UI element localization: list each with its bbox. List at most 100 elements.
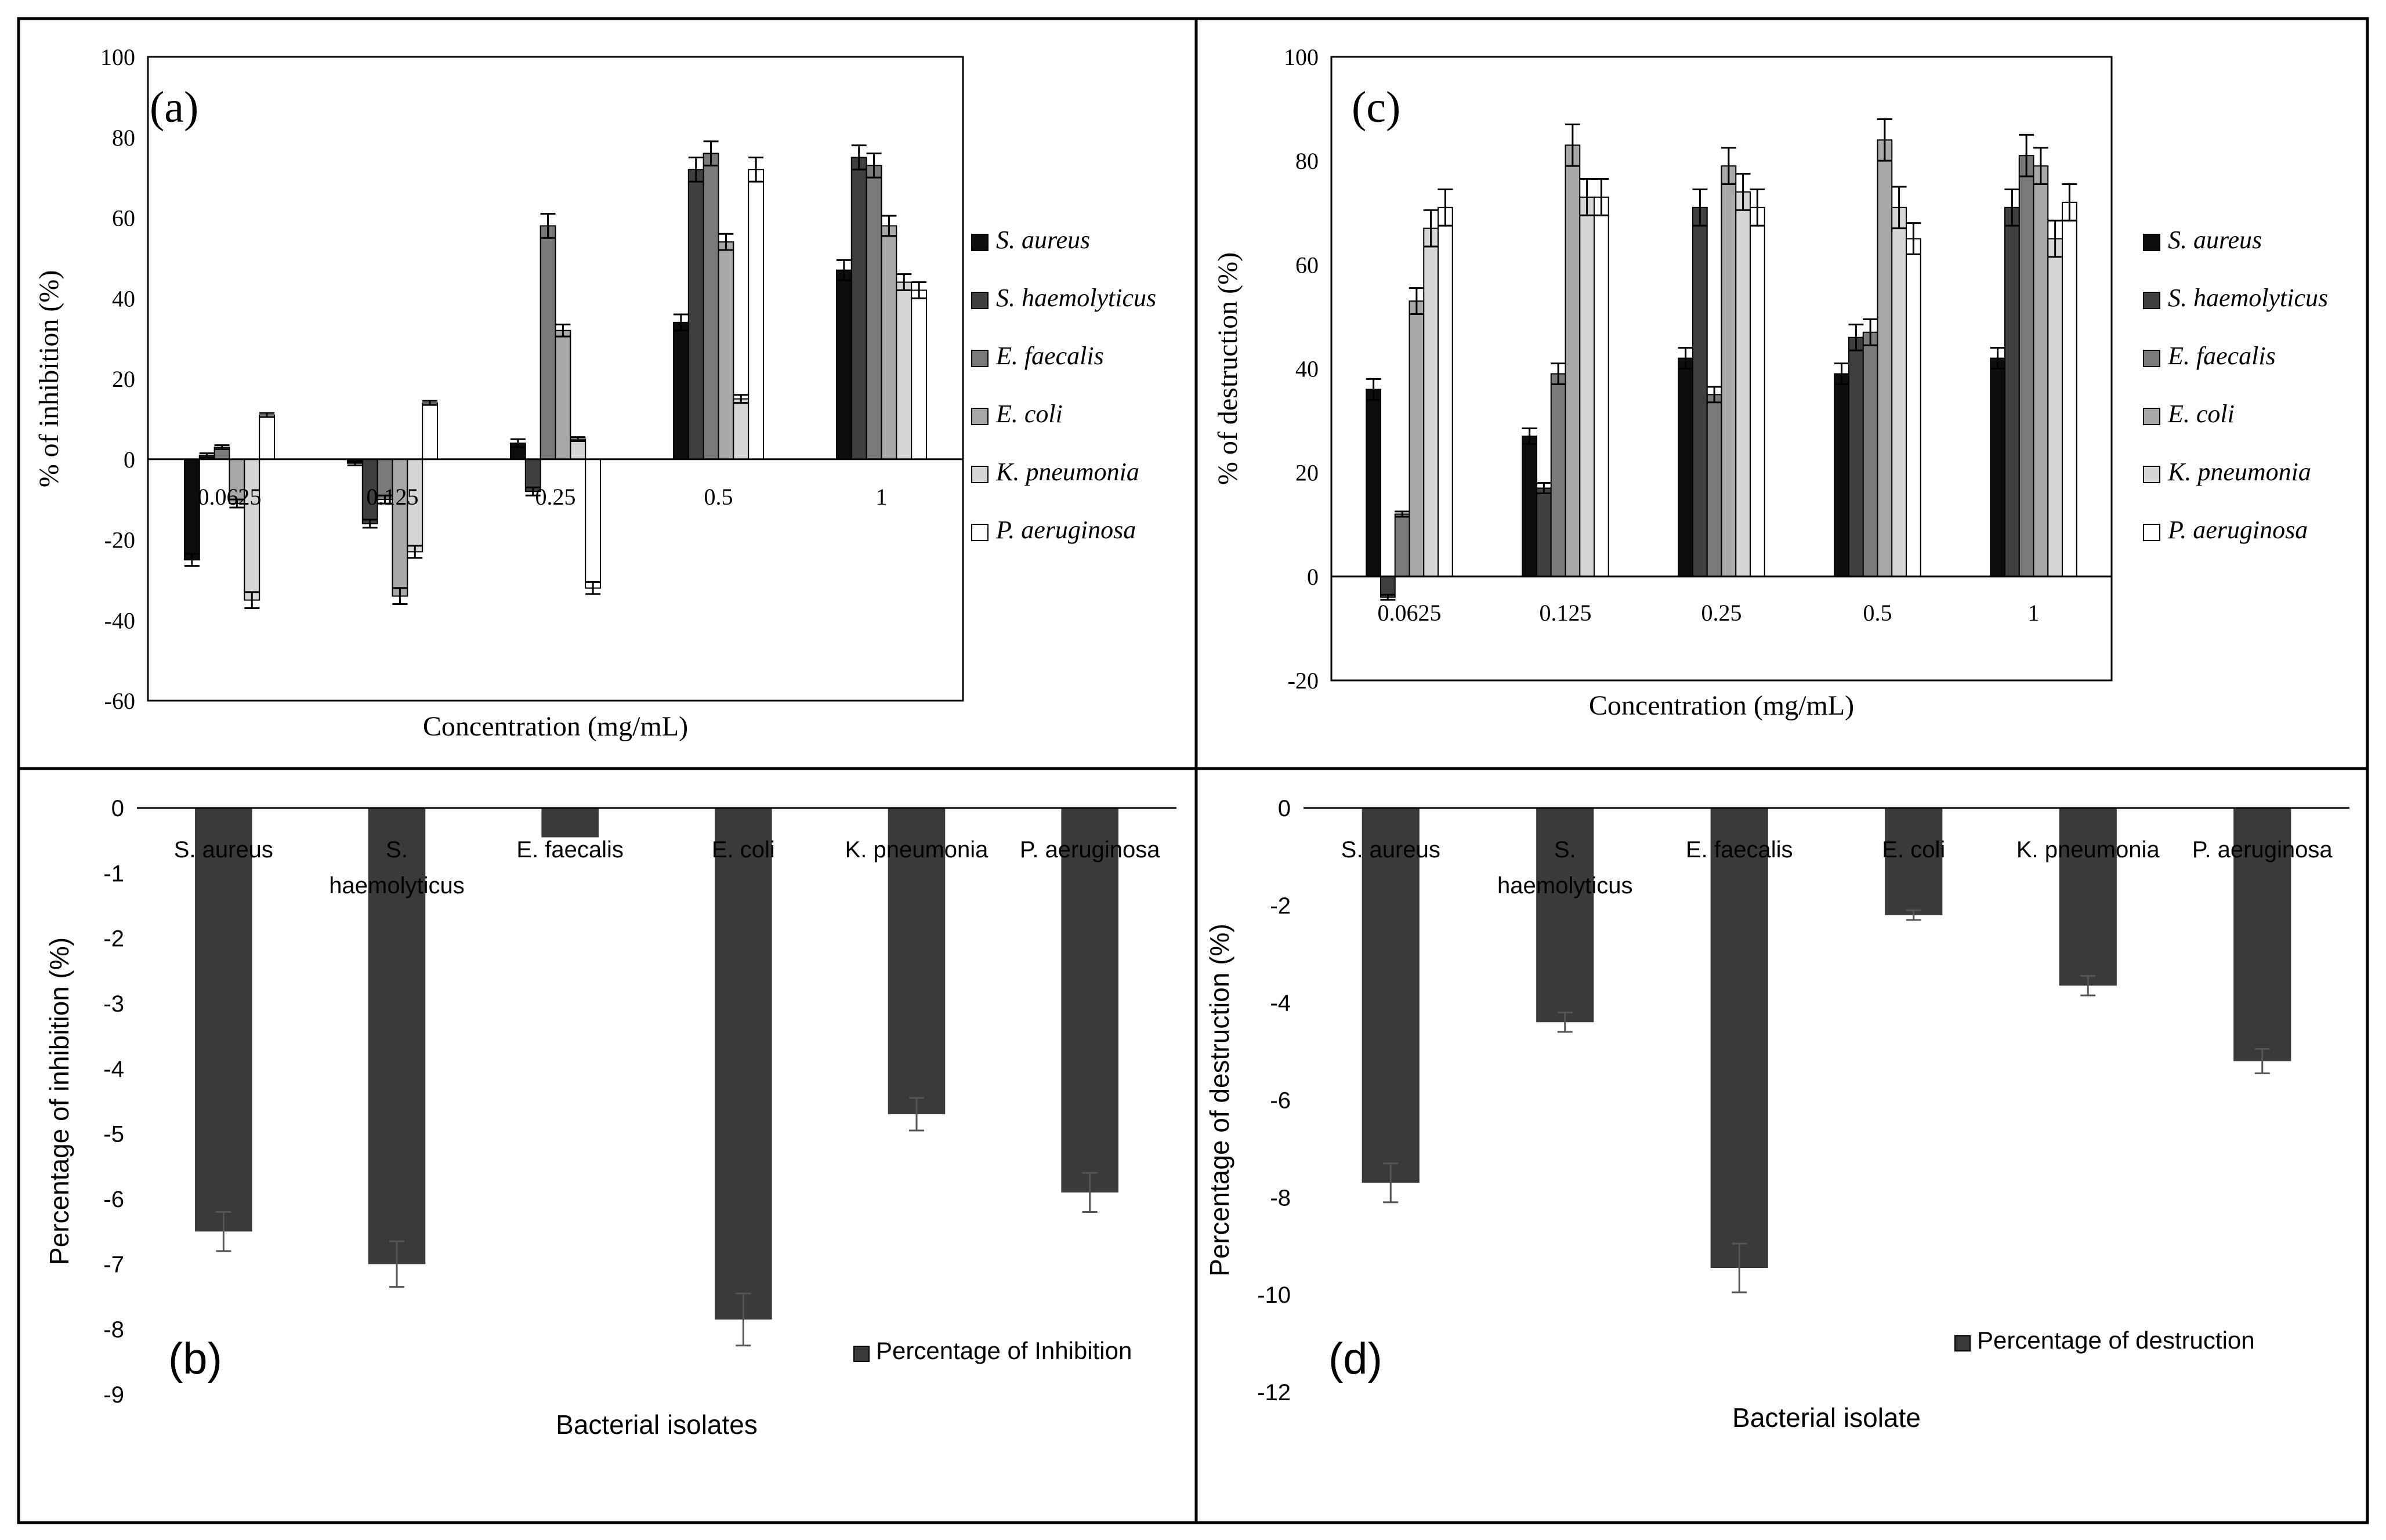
bar-percentage-of-destruction-p-aeruginosa	[2233, 808, 2291, 1061]
category-label-0-125: 0.125	[367, 484, 419, 510]
bar-e-coli-0-125	[392, 458, 408, 597]
legend-swatch-p-aeruginosa	[2143, 524, 2160, 541]
category-label-p-aeruginosa: P. aeruginosa	[1020, 837, 1160, 863]
bar-s-aureus-0-5	[672, 321, 689, 460]
x-axis-title: Concentration (mg/mL)	[1589, 690, 1854, 721]
bar-k-pneumonia-0-0625	[244, 458, 260, 601]
bar-e-faecalis-0-0625	[1394, 513, 1410, 577]
y-tick-label: -4	[1270, 991, 1291, 1016]
y-tick-label: 0	[1278, 796, 1291, 821]
category-label-e-faecalis: E. faecalis	[516, 837, 624, 863]
bar-p-aeruginosa-0-25	[585, 458, 602, 589]
category-label-e-coli: E. coli	[1882, 837, 1945, 863]
y-axis-title: Percentage of destruction (%)	[1204, 923, 1234, 1277]
bar-k-pneumonia-0-5	[733, 398, 750, 460]
bar-p-aeruginosa-0-0625	[1437, 206, 1453, 577]
bar-e-coli-0-5	[1877, 139, 1893, 577]
y-tick-label: -60	[104, 688, 135, 714]
bar-s-aureus-0-25	[1678, 357, 1694, 577]
legend-label: Percentage of Inhibition	[876, 1337, 1132, 1364]
legend: Percentage of Inhibition	[853, 1337, 1132, 1364]
bar-percentage-of-inhibition-e-faecalis	[541, 808, 599, 838]
bar-percentage-of-destruction-s-aureus	[1362, 808, 1420, 1183]
category-label-s-haemolyticus: S.	[386, 837, 408, 863]
legend-swatch-k-pneumonia	[2143, 466, 2160, 483]
category-label-s-haemolyticus: S.	[1554, 837, 1576, 863]
legend-label-p-aeruginosa: P. aeruginosa	[2167, 516, 2308, 544]
legend-swatch	[853, 1346, 870, 1362]
panel-label: (c)	[1352, 83, 1400, 132]
y-tick-label: 0	[124, 447, 135, 473]
y-tick-label: 100	[100, 44, 135, 70]
bar-e-faecalis-0-25	[540, 225, 556, 460]
category-label-s-haemolyticus: haemolyticus	[329, 873, 464, 898]
legend: Percentage of destruction	[1954, 1327, 2255, 1354]
bar-p-aeruginosa-0-5	[1905, 238, 1921, 577]
bar-s-aureus-0-125	[1522, 435, 1538, 577]
category-label-s-aureus: S. aureus	[1341, 837, 1440, 863]
y-tick-label: -5	[103, 1122, 124, 1147]
y-tick-label: 20	[112, 366, 135, 392]
y-tick-label: -20	[104, 527, 135, 553]
bar-percentage-of-inhibition-s-haemolyticus	[368, 808, 426, 1264]
y-tick-label: 80	[1295, 148, 1319, 174]
bar-s-aureus-1	[1990, 357, 2006, 577]
bar-e-faecalis-1	[2018, 155, 2034, 577]
y-tick-label: -1	[103, 861, 124, 886]
bar-s-haemolyticus-0-125	[361, 458, 378, 524]
legend-swatch-e-coli	[2143, 408, 2160, 425]
y-tick-label: -3	[103, 991, 124, 1017]
category-label-0-125: 0.125	[1540, 600, 1592, 626]
panel-label: (d)	[1328, 1334, 1382, 1383]
figure-frame	[17, 17, 2369, 1524]
legend-swatch-e-faecalis	[971, 350, 989, 367]
bar-s-aureus-1	[835, 269, 852, 460]
category-label-k-pneumonia: K. pneumonia	[845, 837, 989, 863]
y-tick-label: 0	[1307, 564, 1319, 590]
legend-label-s-haemolyticus: S. haemolyticus	[996, 284, 1156, 312]
bar-e-coli-0-25	[555, 329, 571, 460]
legend-swatch-s-aureus	[2143, 234, 2160, 251]
chart-panel-d: 0 -2 -4 -6 -8 -10 -12 S. aureus S. haemolyticus E.…	[1204, 796, 2349, 1433]
bar-percentage-of-inhibition-p-aeruginosa	[1061, 808, 1118, 1193]
chart-panel-b: 0 -1 -2 -3 -4 -5 -6 -7 -8 -9 S. aureus S. haemolytic…	[44, 796, 1176, 1440]
bar-s-haemolyticus-1	[850, 157, 867, 460]
x-axis-title: Bacterial isolate	[1732, 1403, 1921, 1433]
bar-s-aureus-0-5	[1834, 373, 1850, 577]
category-label-e-coli: E. coli	[712, 837, 775, 863]
y-tick-label: -6	[103, 1187, 124, 1212]
bar-e-coli-0-0625	[1409, 300, 1425, 577]
bar-e-coli-1	[2033, 165, 2049, 577]
y-tick-label: 60	[1295, 252, 1319, 278]
bar-s-aureus-0-0625	[1366, 389, 1382, 577]
bar-p-aeruginosa-0-25	[1749, 206, 1765, 577]
bar-percentage-of-inhibition-k-pneumonia	[888, 808, 946, 1114]
legend-swatch-k-pneumonia	[971, 466, 989, 483]
y-tick-label: 0	[111, 796, 124, 821]
y-tick-label: -2	[103, 926, 124, 952]
legend-label-e-faecalis: E. faecalis	[995, 342, 1104, 370]
bar-k-pneumonia-1	[2047, 238, 2063, 577]
bar-e-faecalis-0-25	[1706, 394, 1722, 577]
y-tick-label: 100	[1284, 44, 1319, 70]
bar-s-haemolyticus-1	[2004, 206, 2020, 577]
y-axis-title: % of inhibition (%)	[34, 270, 64, 488]
legend: S. aureus S. haemolyticus E. faecalis E. co…	[2143, 226, 2328, 544]
legend: S. aureus S. haemolyticus E. faecalis E. co…	[971, 226, 1156, 544]
chart-panel-a: -60 -40 -20 0 20 40 60 80 100 0.0625 0.125 0.25 0.5 1…	[34, 44, 1156, 742]
y-tick-label: -7	[103, 1252, 124, 1277]
category-label-e-faecalis: E. faecalis	[1686, 837, 1793, 863]
bar-s-haemolyticus-0-125	[1536, 487, 1552, 577]
y-tick-label: -8	[103, 1317, 124, 1343]
y-tick-label: -10	[1257, 1282, 1291, 1308]
y-tick-label: -20	[1288, 668, 1319, 694]
bar-k-pneumonia-0-125	[1579, 196, 1595, 577]
y-tick-label: -4	[103, 1056, 124, 1082]
legend-label-p-aeruginosa: P. aeruginosa	[995, 516, 1136, 544]
y-tick-label: -12	[1257, 1380, 1291, 1405]
y-axis-title: % of destruction (%)	[1212, 252, 1243, 485]
category-label-1: 1	[876, 484, 888, 510]
x-axis-title: Concentration (mg/mL)	[423, 711, 688, 742]
